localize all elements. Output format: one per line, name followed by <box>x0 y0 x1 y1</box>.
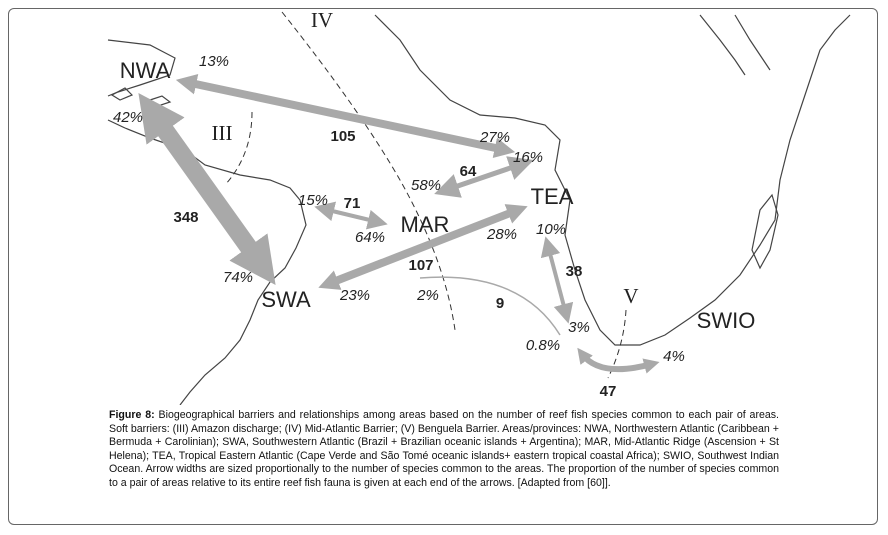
percent-label: 2% <box>416 287 439 304</box>
barrier-iv-line <box>281 11 456 331</box>
percent-label: 15% <box>298 192 328 209</box>
percent-label: 64% <box>355 229 385 246</box>
area-label: TEA <box>531 184 574 209</box>
percent-label: 27% <box>479 129 510 146</box>
barrier-label: IV <box>311 8 333 32</box>
percent-label: 3% <box>568 319 590 336</box>
percent-label: 4% <box>663 348 685 365</box>
arrow <box>419 276 561 336</box>
caption: Figure 8: Biogeographical barriers and r… <box>109 409 779 491</box>
count-label: 105 <box>330 128 355 145</box>
count-label: 38 <box>566 263 583 280</box>
count-label: 107 <box>408 257 433 274</box>
percent-label: 16% <box>513 149 543 166</box>
arrow <box>318 204 528 290</box>
coast-caribbean <box>110 87 172 107</box>
area-label: SWIO <box>697 308 756 333</box>
count-label: 71 <box>344 195 361 212</box>
percent-label: 42% <box>113 109 143 126</box>
count-label: 64 <box>460 163 477 180</box>
area-label: MAR <box>401 212 450 237</box>
caption-text: Biogeographical barriers and relationshi… <box>109 409 780 489</box>
percent-label: 10% <box>536 221 566 238</box>
area-label: SWA <box>261 287 311 312</box>
count-label: 348 <box>173 209 198 226</box>
count-label: 47 <box>600 383 617 400</box>
caption-label: Figure 8: <box>109 409 155 421</box>
percent-label: 13% <box>199 53 229 70</box>
count-label: 9 <box>496 295 504 312</box>
barrier-label: V <box>623 284 638 308</box>
arrow <box>138 92 276 286</box>
barrier-label: III <box>212 121 233 145</box>
coast-americas <box>107 39 307 405</box>
arrow <box>434 156 534 198</box>
area-label: NWA <box>120 58 171 83</box>
arrow <box>314 201 388 230</box>
coast-africa <box>374 14 851 346</box>
percent-label: 28% <box>486 226 517 243</box>
percent-label: 74% <box>223 269 253 286</box>
map: IV III V NWA TEA MAR SWA SWIO 105 348 64… <box>107 8 851 405</box>
coast-madagascar <box>751 193 779 270</box>
arrow <box>577 347 660 374</box>
percent-label: 23% <box>339 287 370 304</box>
coast-red-sea <box>699 14 771 76</box>
percent-label: 0.8% <box>526 337 560 354</box>
percent-label: 58% <box>411 177 441 194</box>
figure-frame <box>8 8 878 525</box>
arrow <box>540 236 574 324</box>
